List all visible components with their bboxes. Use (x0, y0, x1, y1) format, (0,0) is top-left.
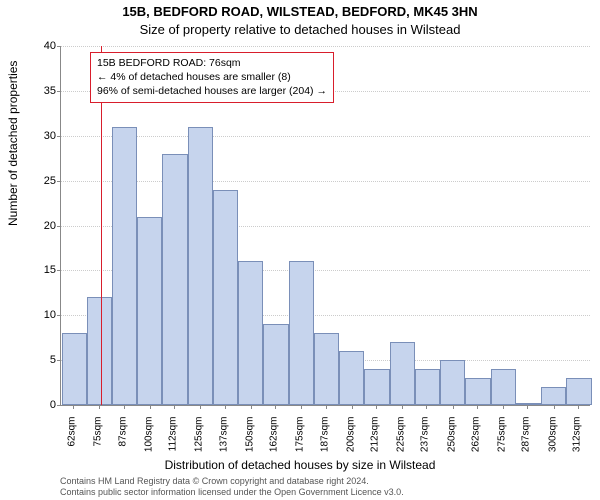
gridline (61, 136, 590, 137)
ytick-label: 5 (26, 354, 56, 366)
histogram-bar (188, 127, 213, 405)
histogram-bar (491, 369, 516, 405)
histogram-bar (314, 333, 339, 405)
ytick-mark (57, 91, 61, 92)
credits-line-1: Contains HM Land Registry data © Crown c… (60, 476, 404, 487)
chart-title-address: 15B, BEDFORD ROAD, WILSTEAD, BEDFORD, MK… (0, 4, 600, 19)
histogram-bar (87, 297, 112, 405)
xtick-mark (402, 405, 403, 409)
xtick-label: 125sqm (194, 417, 205, 453)
ytick-mark (57, 315, 61, 316)
histogram-bar (364, 369, 389, 405)
annotation-line-2: ← 4% of detached houses are smaller (8) (97, 70, 327, 84)
xtick-label: 312sqm (571, 417, 582, 453)
histogram-bar (390, 342, 415, 405)
xtick-mark (503, 405, 504, 409)
xtick-mark (477, 405, 478, 409)
y-axis-label: Number of detached properties (6, 61, 20, 226)
xtick-mark (301, 405, 302, 409)
histogram-bar (440, 360, 465, 405)
xtick-mark (150, 405, 151, 409)
xtick-mark (99, 405, 100, 409)
ytick-label: 15 (26, 264, 56, 276)
ytick-mark (57, 270, 61, 271)
xtick-mark (275, 405, 276, 409)
xtick-mark (225, 405, 226, 409)
histogram-bar (162, 154, 187, 405)
xtick-label: 187sqm (319, 417, 330, 453)
ytick-mark (57, 136, 61, 137)
ytick-mark (57, 46, 61, 47)
xtick-label: 200sqm (345, 417, 356, 453)
annotation-line-3: 96% of semi-detached houses are larger (… (97, 84, 327, 98)
xtick-mark (124, 405, 125, 409)
annotation-box: 15B BEDFORD ROAD: 76sqm ← 4% of detached… (90, 52, 334, 103)
histogram-bar (213, 190, 238, 405)
ytick-label: 10 (26, 309, 56, 321)
histogram-bar (339, 351, 364, 405)
ytick-label: 0 (26, 399, 56, 411)
xtick-label: 237sqm (420, 417, 431, 453)
gridline (61, 181, 590, 182)
xtick-label: 100sqm (143, 417, 154, 453)
chart-subtitle: Size of property relative to detached ho… (0, 22, 600, 37)
xtick-label: 75sqm (93, 417, 104, 447)
xtick-label: 250sqm (446, 417, 457, 453)
ytick-mark (57, 226, 61, 227)
histogram-bar (566, 378, 591, 405)
ytick-label: 25 (26, 175, 56, 187)
xtick-label: 262sqm (470, 417, 481, 453)
xtick-label: 87sqm (117, 417, 128, 447)
ytick-mark (57, 360, 61, 361)
xtick-label: 62sqm (67, 417, 78, 447)
histogram-bar (289, 261, 314, 405)
xtick-mark (73, 405, 74, 409)
histogram-bar (465, 378, 490, 405)
ytick-label: 30 (26, 130, 56, 142)
credits-text: Contains HM Land Registry data © Crown c… (60, 476, 404, 499)
histogram-bar (62, 333, 87, 405)
xtick-mark (376, 405, 377, 409)
histogram-bar (238, 261, 263, 405)
xtick-label: 225sqm (396, 417, 407, 453)
xtick-mark (352, 405, 353, 409)
xtick-label: 175sqm (295, 417, 306, 453)
xtick-label: 162sqm (269, 417, 280, 453)
xtick-label: 137sqm (218, 417, 229, 453)
xtick-mark (174, 405, 175, 409)
ytick-mark (57, 181, 61, 182)
xtick-mark (527, 405, 528, 409)
histogram-bar (541, 387, 566, 405)
histogram-bar (137, 217, 162, 405)
xtick-mark (426, 405, 427, 409)
histogram-bar (415, 369, 440, 405)
xtick-mark (326, 405, 327, 409)
xtick-label: 275sqm (497, 417, 508, 453)
xtick-mark (554, 405, 555, 409)
credits-line-2: Contains public sector information licen… (60, 487, 404, 498)
annotation-line-1: 15B BEDFORD ROAD: 76sqm (97, 56, 327, 70)
ytick-label: 35 (26, 85, 56, 97)
ytick-label: 40 (26, 40, 56, 52)
xtick-label: 212sqm (369, 417, 380, 453)
xtick-mark (578, 405, 579, 409)
xtick-mark (453, 405, 454, 409)
ytick-mark (57, 405, 61, 406)
x-axis-label: Distribution of detached houses by size … (0, 458, 600, 472)
xtick-label: 150sqm (244, 417, 255, 453)
xtick-mark (200, 405, 201, 409)
ytick-label: 20 (26, 220, 56, 232)
xtick-label: 287sqm (521, 417, 532, 453)
histogram-bar (263, 324, 288, 405)
chart-container: 15B, BEDFORD ROAD, WILSTEAD, BEDFORD, MK… (0, 0, 600, 500)
histogram-bar (112, 127, 137, 405)
histogram-bar (516, 403, 541, 405)
xtick-mark (251, 405, 252, 409)
xtick-label: 300sqm (547, 417, 558, 453)
gridline (61, 46, 590, 47)
xtick-label: 112sqm (168, 417, 179, 452)
